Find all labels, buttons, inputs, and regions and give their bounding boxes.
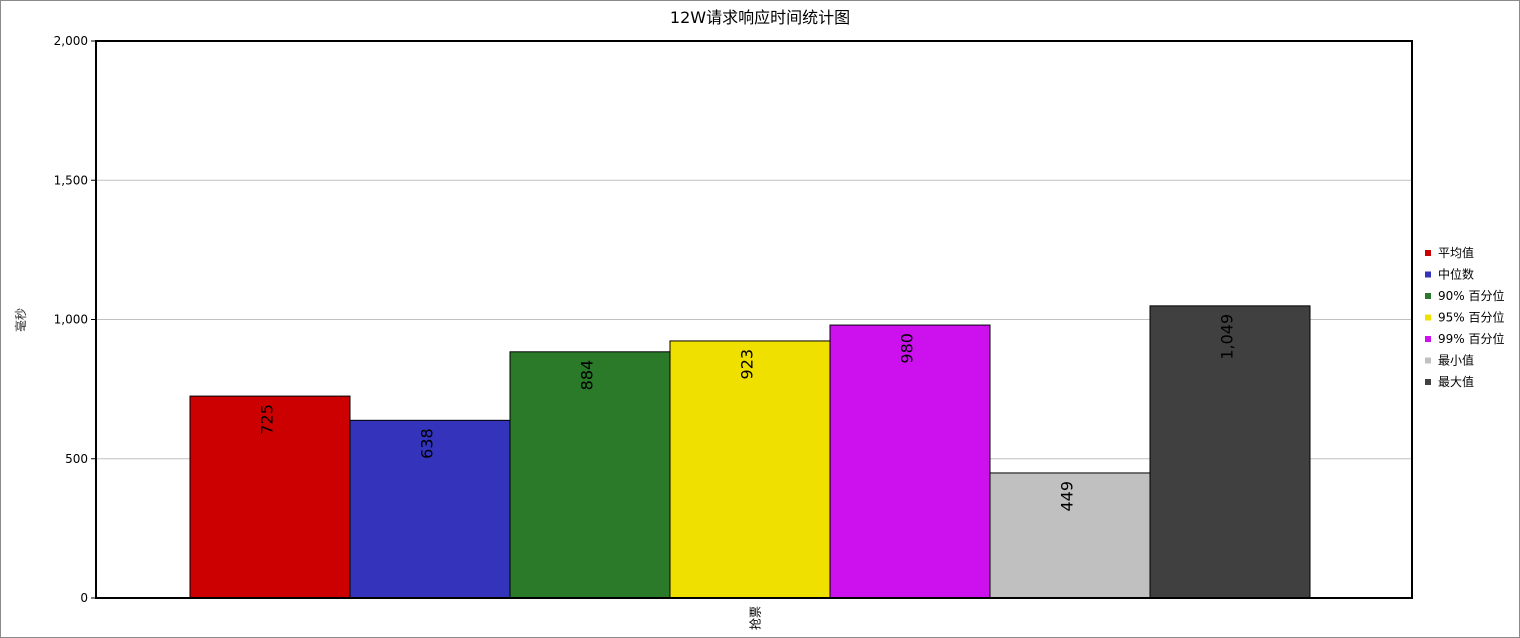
x-category-label: 抢票 bbox=[748, 606, 763, 630]
bar bbox=[989, 472, 1151, 599]
legend-swatch bbox=[1425, 271, 1431, 278]
data-label: 980 bbox=[898, 333, 917, 364]
bar bbox=[829, 324, 991, 599]
legend-label: 最小值 bbox=[1438, 353, 1474, 368]
data-labels: 725 638 884 923 980 449 1,049 bbox=[258, 314, 1237, 512]
legend-label: 90% 百分位 bbox=[1438, 288, 1505, 303]
y-tick-label: 1,500 bbox=[54, 173, 88, 187]
legend-swatch bbox=[1425, 293, 1431, 299]
legend-label: 最大值 bbox=[1438, 374, 1474, 389]
chart-title: 12W请求响应时间统计图 bbox=[670, 8, 850, 27]
y-tick-label: 500 bbox=[65, 452, 88, 466]
y-tick-label: 2,000 bbox=[54, 34, 88, 48]
y-tick-label: 0 bbox=[80, 591, 88, 605]
data-label: 638 bbox=[418, 428, 437, 459]
data-label: 725 bbox=[258, 404, 277, 435]
legend-swatch bbox=[1425, 314, 1431, 321]
legend-label: 平均值 bbox=[1438, 245, 1474, 260]
bar bbox=[669, 340, 831, 599]
data-label: 884 bbox=[578, 360, 597, 391]
y-axis-ticks: 0 500 1,000 1,500 2,000 bbox=[54, 34, 96, 605]
data-label: 449 bbox=[1058, 481, 1077, 512]
bar bbox=[509, 351, 671, 599]
data-label: 1,049 bbox=[1218, 314, 1237, 360]
y-tick-label: 1,000 bbox=[54, 313, 88, 327]
legend-swatch bbox=[1425, 336, 1431, 342]
plot-area-border bbox=[95, 40, 1413, 599]
bar bbox=[189, 395, 351, 599]
bar bbox=[1149, 305, 1311, 599]
y-axis-label: 毫秒 bbox=[13, 308, 28, 332]
legend-swatch bbox=[1425, 379, 1431, 385]
legend-swatch bbox=[1425, 357, 1431, 364]
x-axis-categories: 抢票 bbox=[748, 606, 763, 630]
legend-label: 95% 百分位 bbox=[1438, 310, 1505, 325]
data-label: 923 bbox=[738, 349, 757, 380]
legend-label: 99% 百分位 bbox=[1438, 331, 1505, 346]
legend-label: 中位数 bbox=[1438, 267, 1474, 282]
bars bbox=[189, 305, 1311, 599]
legend-swatch bbox=[1425, 250, 1431, 256]
bar bbox=[349, 419, 511, 599]
